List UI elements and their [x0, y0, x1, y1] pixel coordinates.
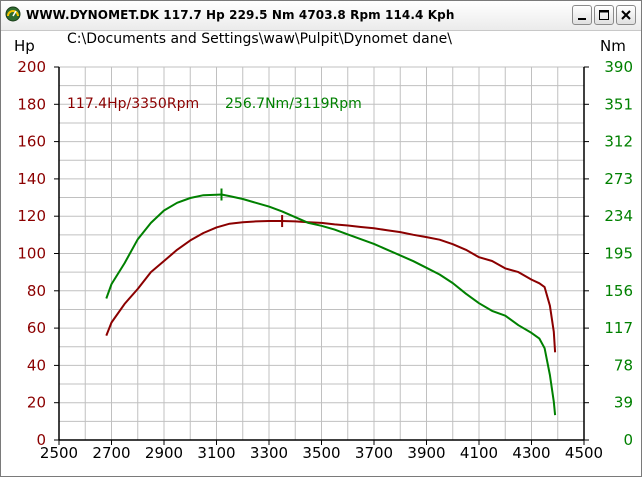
title-bar[interactable]: WWW.DYNOMET.DK 117.7 Hp 229.5 Nm 4703.8 … [1, 1, 641, 31]
x-tick-label: 2700 [92, 444, 130, 462]
close-icon [621, 10, 631, 20]
right-axis-unit: Nm [600, 37, 626, 55]
left-tick-label: 180 [17, 95, 46, 113]
x-tick-label: 4300 [512, 444, 550, 462]
chart-peak-markers [220, 188, 284, 228]
x-tick-label: 3100 [197, 444, 235, 462]
left-tick-label: 20 [27, 394, 46, 412]
right-tick-label: 39 [614, 394, 633, 412]
right-tick-label: 312 [604, 133, 633, 151]
right-tick-label: 78 [614, 356, 633, 374]
x-tick-label: 2500 [40, 444, 78, 462]
file-path-label: C:\Documents and Settings\waw\Pulpit\Dyn… [67, 31, 452, 47]
right-tick-label: 273 [604, 170, 633, 188]
right-tick-label: 0 [623, 431, 633, 449]
x-tick-label: 2900 [145, 444, 183, 462]
chart-ticks: 2500 2700 2900 3100 3300 3500 3700 3900 4100 4300… [17, 58, 633, 462]
left-tick-label: 160 [17, 133, 46, 151]
right-tick-label: 390 [604, 58, 633, 76]
right-tick-label: 117 [604, 319, 633, 337]
power-peak-annotation: 117.4Hp/3350Rpm [67, 96, 199, 112]
left-tick-label: 40 [27, 356, 46, 374]
right-tick-label: 195 [604, 245, 633, 263]
x-tick-label: 3300 [250, 444, 288, 462]
left-tick-label: 0 [36, 431, 46, 449]
torque-curve [105, 193, 557, 416]
left-axis-unit: Hp [14, 37, 35, 55]
close-button[interactable] [616, 5, 636, 25]
maximize-icon [599, 10, 609, 20]
minimize-button[interactable] [572, 5, 592, 25]
left-tick-label: 80 [27, 282, 46, 300]
left-tick-label: 100 [17, 245, 46, 263]
right-tick-label: 234 [604, 207, 633, 225]
x-tick-label: 3700 [355, 444, 393, 462]
left-tick-label: 200 [17, 58, 46, 76]
x-tick-label: 4500 [565, 444, 603, 462]
chart-grid [58, 66, 585, 441]
window-title: WWW.DYNOMET.DK 117.7 Hp 229.5 Nm 4703.8 … [26, 8, 455, 22]
maximize-button[interactable] [594, 5, 614, 25]
torque-peak-annotation: 256.7Nm/3119Rpm [225, 96, 362, 112]
right-tick-label: 351 [604, 95, 633, 113]
left-tick-label: 140 [17, 170, 46, 188]
chart-series [105, 193, 557, 416]
x-tick-label: 3500 [302, 444, 340, 462]
x-tick-label: 4100 [460, 444, 498, 462]
right-tick-label: 156 [604, 282, 633, 300]
left-tick-label: 120 [17, 207, 46, 225]
minimize-icon [578, 18, 586, 20]
x-tick-label: 3900 [407, 444, 445, 462]
dyno-app-icon [5, 6, 21, 22]
power-curve [105, 220, 557, 353]
left-tick-label: 60 [27, 319, 46, 337]
